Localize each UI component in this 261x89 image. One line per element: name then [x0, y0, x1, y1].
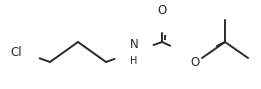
Text: H: H — [130, 56, 138, 66]
Text: N: N — [130, 39, 138, 52]
Text: O: O — [157, 5, 167, 18]
Text: Cl: Cl — [10, 45, 22, 58]
Text: O: O — [190, 56, 200, 69]
